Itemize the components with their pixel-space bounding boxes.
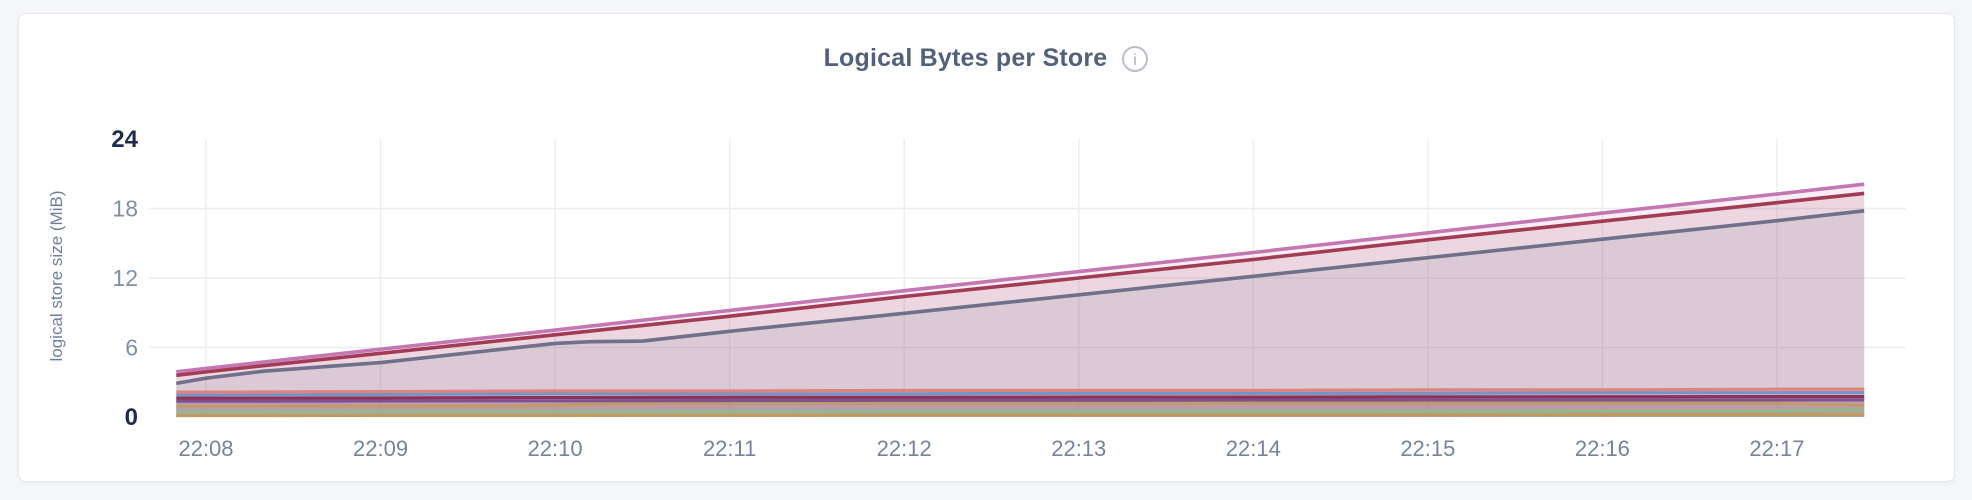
x-tick-label: 22:13 (1051, 436, 1106, 461)
y-tick-label: 6 (125, 335, 138, 361)
line-store-8 (176, 401, 1865, 408)
series-lines (175, 182, 1865, 418)
y-axis-title: logical store size (MiB) (47, 190, 66, 362)
chart-card: Logical Bytes per Store i logical store … (18, 13, 1955, 482)
x-tick-label: 22:11 (703, 436, 756, 461)
line-store-6 (176, 395, 1865, 400)
y-tick-label: 24 (111, 126, 138, 153)
line-store-7 (176, 398, 1865, 403)
info-icon-glyph: i (1134, 52, 1138, 69)
line-store-9 (176, 408, 1865, 414)
line-store-10 (176, 413, 1865, 418)
x-tick-label: 22:14 (1226, 436, 1281, 461)
x-tick-label: 22:16 (1575, 436, 1630, 461)
line-store-2 (176, 191, 1865, 378)
x-tick-label: 22:17 (1749, 436, 1804, 461)
area-store-2 (176, 193, 1865, 417)
line-store-4 (176, 387, 1865, 394)
info-icon[interactable]: i (1121, 45, 1149, 73)
x-tick-label: 22:10 (528, 436, 583, 461)
x-tick-label: 22:08 (178, 436, 233, 461)
x-tick-label: 22:09 (353, 436, 408, 461)
y-tick-label: 12 (112, 265, 138, 291)
chart-title: Logical Bytes per Store (823, 44, 1108, 72)
line-store-3 (175, 209, 1865, 386)
y-axis-ticks: 0 6 12 18 24 (111, 126, 138, 431)
line-store-1 (176, 182, 1865, 374)
x-tick-label: 22:15 (1400, 436, 1455, 461)
area-store-3 (176, 210, 1865, 417)
y-tick-label: 0 (125, 404, 138, 431)
y-tick-label: 18 (112, 196, 138, 222)
line-store-5 (176, 391, 1865, 397)
x-axis-ticks: 22:08 22:09 22:10 22:11 22:12 22:13 22:14 22:15… (178, 436, 1804, 461)
x-tick-label: 22:12 (877, 436, 932, 461)
chart-header: Logical Bytes per Store i (19, 44, 1954, 73)
